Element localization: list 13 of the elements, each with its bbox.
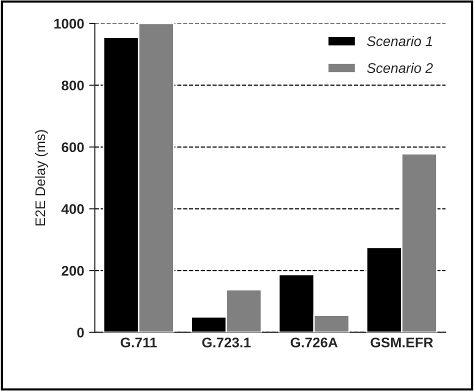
y-tick-label: 200 xyxy=(62,266,84,276)
y-tick-label: 800 xyxy=(62,80,84,90)
legend-label: Scenario 2 xyxy=(367,62,433,73)
x-tick-label: G.726A xyxy=(290,338,338,348)
x-tick-label: GSM.EFR xyxy=(370,338,434,348)
y-tick-label: 400 xyxy=(61,204,84,214)
legend-label: Scenario 1 xyxy=(367,36,432,46)
y-tick-label: 0 xyxy=(77,328,84,338)
y-tick-label: 600 xyxy=(62,142,84,152)
y-axis-title: E2E Delay (ms) xyxy=(34,130,48,226)
x-tick-label: G.711 xyxy=(120,338,157,348)
x-tick-label: G.723.1 xyxy=(202,338,251,348)
y-tick-label: 1000 xyxy=(54,18,84,29)
